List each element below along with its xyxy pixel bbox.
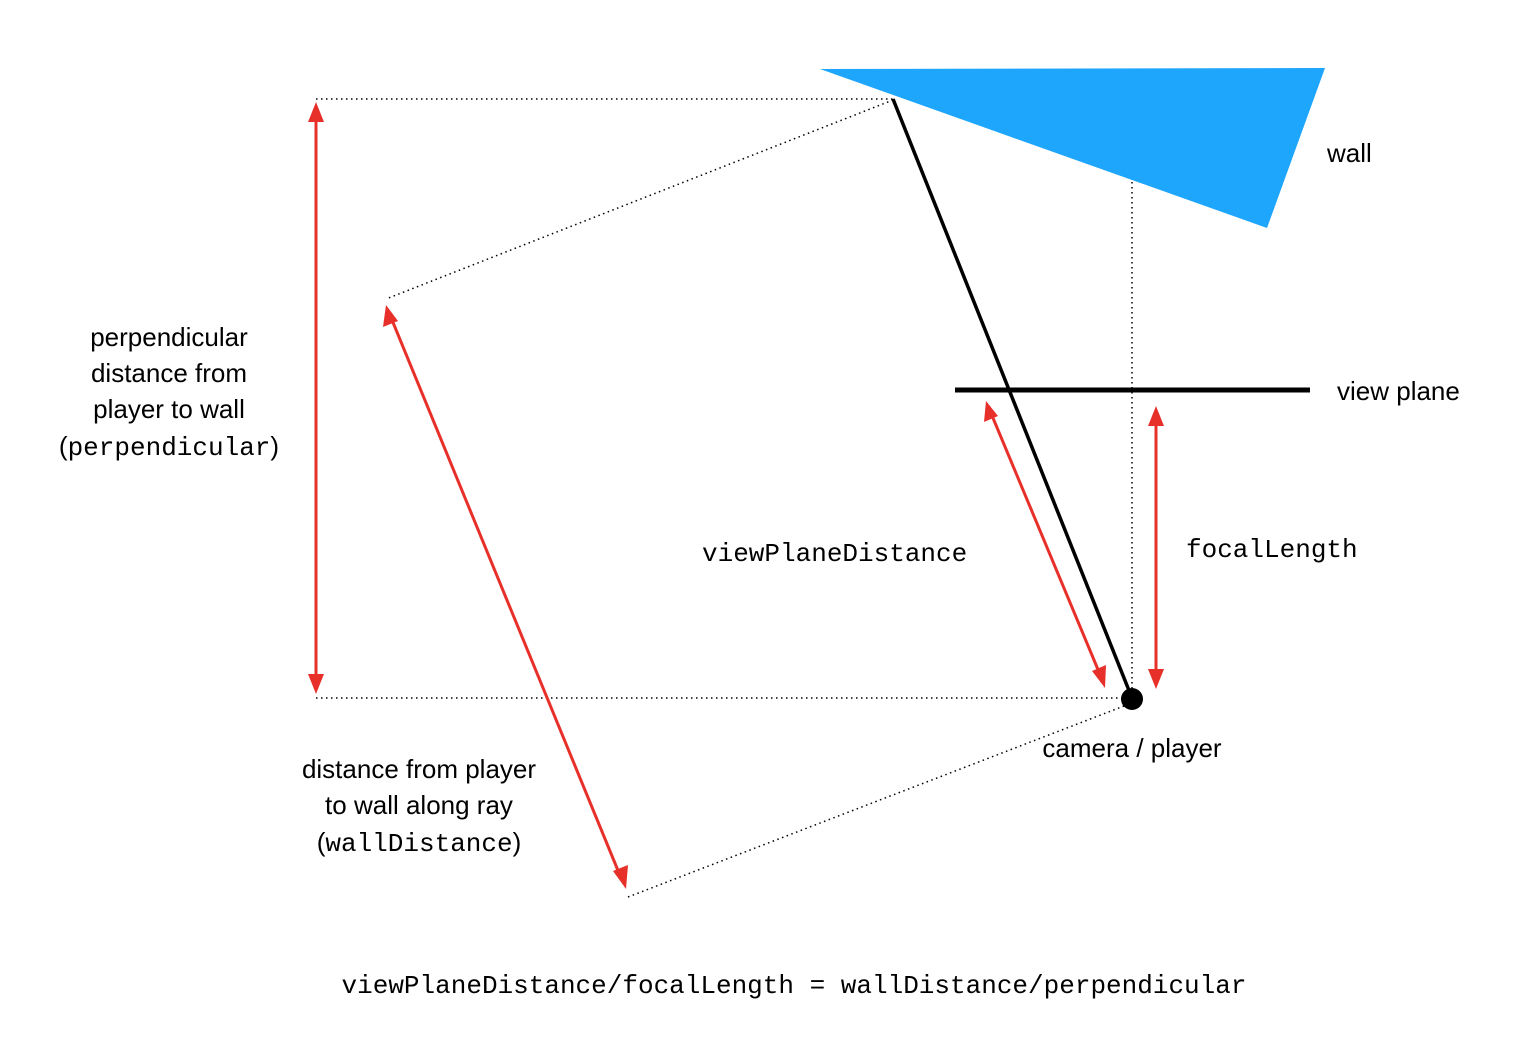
equation-label: viewPlaneDistance/focalLength = wallDist… bbox=[342, 971, 1247, 1001]
svg-text:(wallDistance): (wallDistance) bbox=[317, 827, 522, 859]
svg-text:perpendicular: perpendicular bbox=[90, 322, 248, 352]
svg-text:(perpendicular): (perpendicular) bbox=[59, 431, 279, 463]
view-plane-label: view plane bbox=[1337, 376, 1460, 406]
ray-top-guide bbox=[385, 99, 894, 300]
ray-bottom-guide bbox=[627, 705, 1125, 898]
perpendicular-label: perpendicular distance from player to wa… bbox=[59, 322, 279, 463]
view-plane-distance-label: viewPlaneDistance bbox=[702, 539, 967, 569]
svg-text:distance from: distance from bbox=[91, 358, 247, 388]
ray-line bbox=[891, 98, 1134, 699]
svg-text:to wall along ray: to wall along ray bbox=[325, 790, 513, 820]
wall-label: wall bbox=[1326, 138, 1372, 168]
focal-length-label: focalLength bbox=[1186, 535, 1358, 565]
focal-length-arrow bbox=[1148, 406, 1164, 689]
camera-label: camera / player bbox=[1042, 733, 1222, 763]
svg-text:player to wall: player to wall bbox=[93, 394, 245, 424]
wall-distance-arrow bbox=[383, 305, 628, 889]
camera-point bbox=[1121, 688, 1143, 710]
perpendicular-arrow bbox=[308, 102, 324, 694]
svg-text:distance from player: distance from player bbox=[302, 754, 536, 784]
wall-distance-label: distance from player to wall along ray (… bbox=[302, 754, 536, 859]
view-plane-distance-arrow bbox=[984, 401, 1106, 688]
wall-shape bbox=[820, 68, 1325, 228]
